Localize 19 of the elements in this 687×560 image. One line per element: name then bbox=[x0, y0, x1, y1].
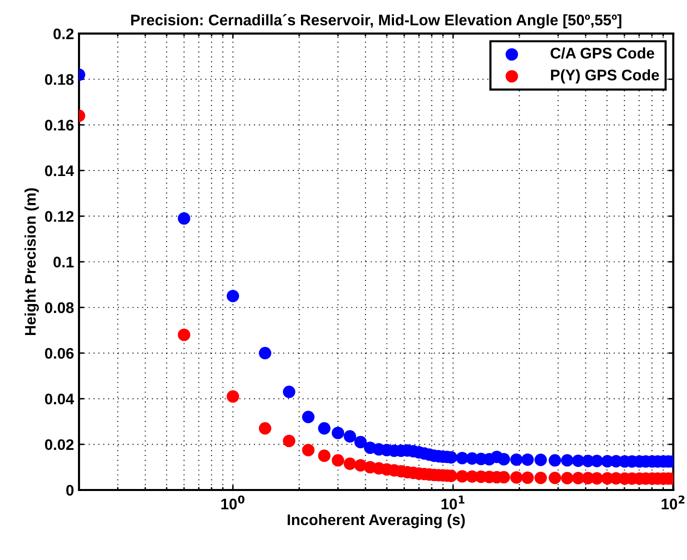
y-tick-label: 0.12 bbox=[45, 211, 74, 222]
y-tick-label: 0.1 bbox=[54, 256, 74, 268]
y-tick-label: 0.14 bbox=[45, 165, 74, 176]
y-tick-label: 0.04 bbox=[45, 394, 74, 404]
y-tick-label: 0.16 bbox=[45, 120, 74, 131]
y-tick-label: 0 bbox=[66, 484, 74, 496]
chart-title: Precision: Cernadilla´s Reservoir, Mid-Low Elevation Angle [50º,55º] bbox=[131, 14, 622, 29]
legend-label: P(Y) GPS Code bbox=[551, 69, 659, 84]
y-tick-label: 0.18 bbox=[45, 74, 74, 85]
y-tick-label: 0.2 bbox=[54, 28, 74, 40]
y-axis-title: Height Precision (m) bbox=[24, 188, 39, 336]
x-tick-label: 10$^{0}$ bbox=[221, 496, 244, 510]
y-tick-label: 0.08 bbox=[45, 302, 74, 314]
x-tick-label: 10$^{1}$ bbox=[442, 496, 464, 510]
x-axis-title: Incoherent Averaging (s) bbox=[288, 514, 465, 528]
legend-label: C/A GPS Code bbox=[550, 47, 654, 59]
x-tick-label: 10$^{2}$ bbox=[662, 496, 684, 510]
y-tick-label: 0.06 bbox=[45, 348, 74, 359]
y-tick-label: 0.02 bbox=[45, 439, 74, 450]
